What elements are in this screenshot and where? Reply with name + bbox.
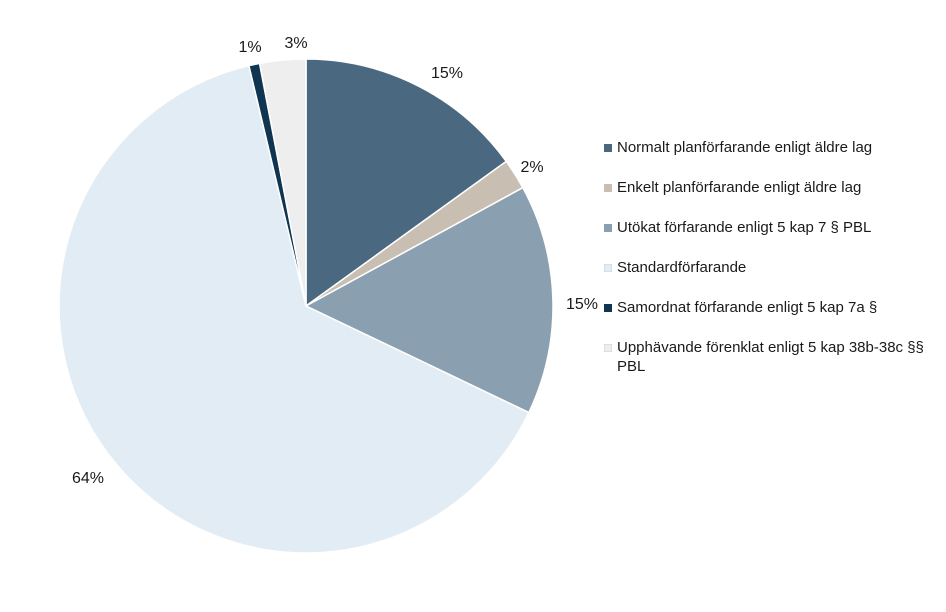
legend-label: Upphävande förenklat enligt 5 kap 38b-38…: [617, 339, 924, 375]
legend-label: Enkelt planförfarande enligt äldre lag: [617, 179, 862, 196]
slice-value-label: 15%: [566, 296, 598, 313]
pie-slice: [305, 58, 508, 308]
slice-value-label: 64%: [72, 470, 104, 487]
legend: Normalt planförfarande enligt äldre lag E…: [604, 138, 934, 376]
legend-label: Normalt planförfarande enligt äldre lag: [617, 139, 873, 156]
pie-slice: [304, 186, 554, 414]
legend-swatch: [604, 344, 612, 352]
legend-swatch: [604, 264, 612, 272]
slice-value-label: 15%: [431, 65, 463, 82]
slice-value-label: 3%: [284, 35, 307, 52]
legend-item: Samordnat förfarande enligt 5 kap 7a §: [604, 298, 934, 317]
slice-value-label: 2%: [520, 159, 543, 176]
pie-slices: [58, 58, 554, 554]
legend-label: Samordnat förfarande enligt 5 kap 7a §: [617, 299, 878, 316]
pie-slice: [258, 58, 307, 307]
legend-swatch: [604, 144, 612, 152]
legend-item: Standardförfarande: [604, 258, 934, 277]
legend-swatch: [604, 304, 612, 312]
legend-item: Enkelt planförfarande enligt äldre lag: [604, 178, 934, 197]
pie-value-labels: 15% 2% 15% 64% 1% 3%: [72, 35, 598, 487]
legend-swatch: [604, 184, 612, 192]
legend-label: Standardförfarande: [617, 259, 747, 276]
pie-slice: [58, 64, 530, 554]
legend-item: Utökat förfarande enligt 5 kap 7 § PBL: [604, 218, 934, 237]
slice-value-label: 1%: [238, 39, 261, 56]
legend-item: Upphävande förenklat enligt 5 kap 38b-38…: [604, 338, 934, 376]
legend-label: Utökat förfarande enligt 5 kap 7 § PBL: [617, 219, 872, 236]
legend-item: Normalt planförfarande enligt äldre lag: [604, 138, 934, 157]
legend-swatch: [604, 224, 612, 232]
